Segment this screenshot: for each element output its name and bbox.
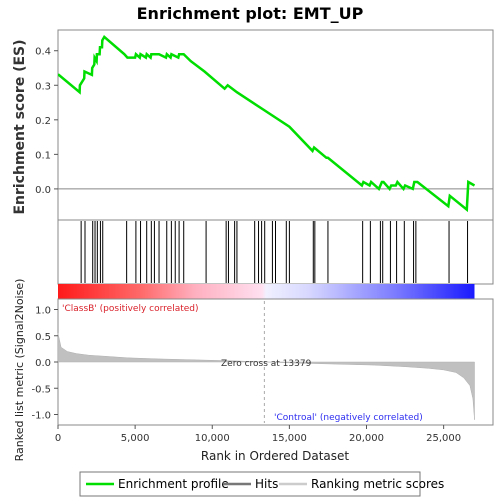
x-axis: 0 5,000 10,000 15,000 20,000 25,000 (55, 425, 461, 444)
legend-label-hits: Hits (255, 477, 278, 491)
ranked-color-ramp (58, 284, 475, 299)
es-y-tick-label: 0.0 (35, 185, 51, 196)
chart-title: Enrichment plot: EMT_UP (137, 4, 364, 23)
negative-class-label: 'Controal' (negatively correlated) (274, 413, 423, 423)
es-panel: 0.0 0.1 0.2 0.3 0.4 Enrichment score (ES) (12, 29, 494, 221)
legend-label-metric: Ranking metric scores (311, 477, 444, 491)
es-y-tick-label: 0.2 (35, 116, 51, 127)
x-tick-label: 20,000 (349, 433, 384, 444)
es-y-label: Enrichment score (ES) (12, 39, 28, 214)
hits-panel (57, 219, 494, 299)
es-y-tick-label: 0.4 (35, 47, 51, 58)
hits-lines (80, 221, 469, 283)
metric-y-tick-label: 1.0 (35, 306, 51, 317)
metric-y-label: Ranked list metric (Signal2Noise) (13, 279, 26, 462)
zero-cross-label: Zero cross at 13379 (221, 359, 312, 369)
ranking-metric-area (57, 333, 475, 420)
x-tick-label: 15,000 (272, 433, 307, 444)
metric-y-tick-label: -0.5 (31, 384, 51, 395)
metric-y-tick-label: 0.0 (35, 358, 51, 369)
legend: Enrichment profile Hits Ranking metric s… (79, 471, 444, 497)
x-axis-label: Rank in Ordered Dataset (201, 449, 349, 463)
x-tick-label: 0 (55, 433, 61, 444)
es-y-tick-label: 0.1 (35, 150, 51, 161)
es-y-ticks: 0.0 0.1 0.2 0.3 0.4 (35, 47, 58, 196)
positive-class-label: 'ClassB' (positively correlated) (62, 304, 199, 314)
legend-label-profile: Enrichment profile (118, 477, 229, 491)
es-panel-frame (57, 29, 494, 221)
x-tick-label: 5,000 (121, 433, 150, 444)
metric-y-ticks: 1.0 0.5 0.0 -0.5 -1.0 (31, 306, 58, 422)
es-y-tick-label: 0.3 (35, 81, 51, 92)
x-tick-label: 10,000 (195, 433, 230, 444)
x-tick-label: 25,000 (426, 433, 461, 444)
metric-y-tick-label: -1.0 (31, 411, 51, 422)
metric-panel: 1.0 0.5 0.0 -0.5 -1.0 'ClassB' (positively c… (13, 279, 494, 462)
enrichment-profile-line (58, 34, 476, 213)
metric-y-tick-label: 0.5 (35, 332, 51, 343)
